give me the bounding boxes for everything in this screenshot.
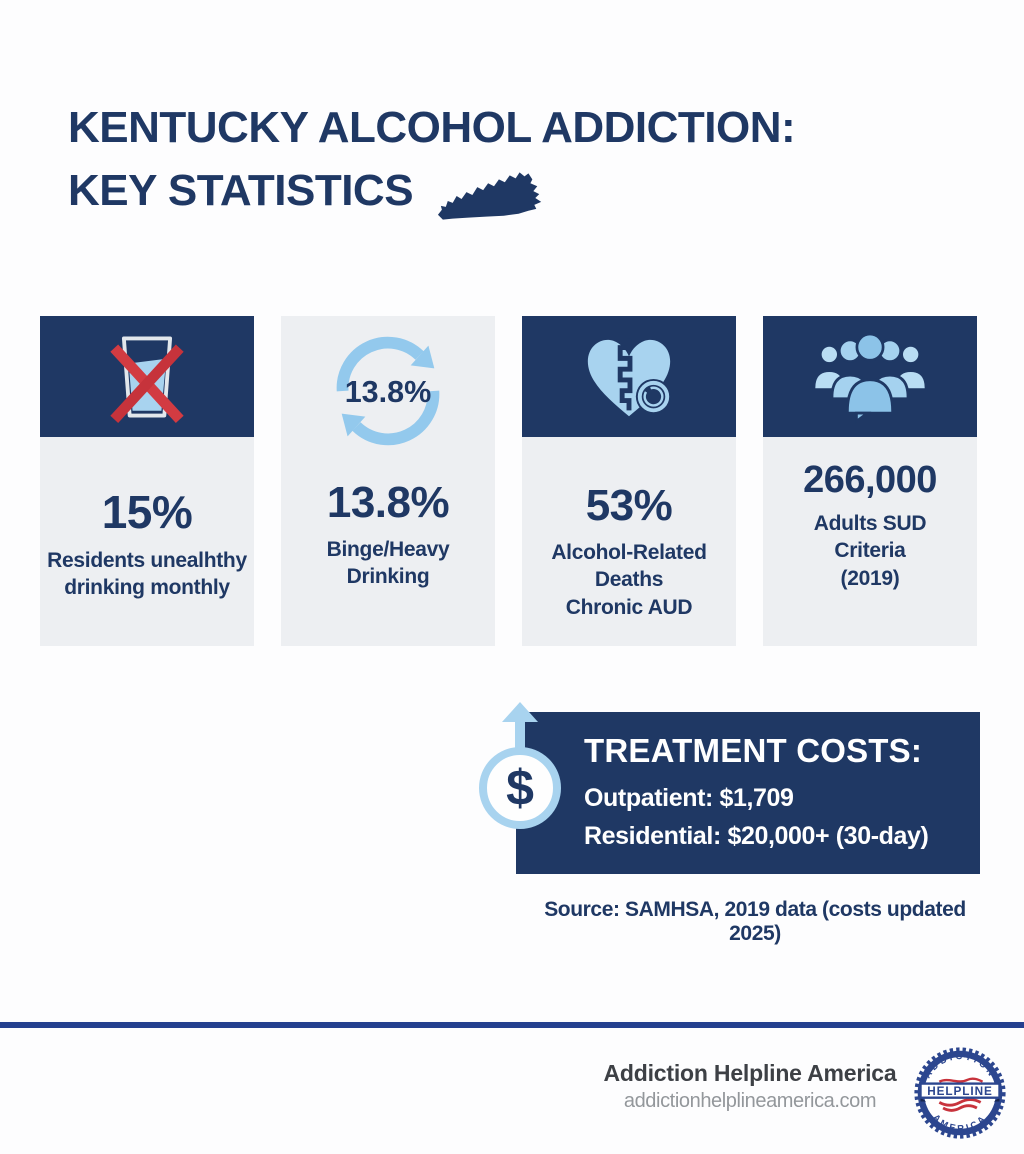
card-header bbox=[40, 316, 254, 437]
brand-website: addictionhelplineamerica.com bbox=[623, 1090, 877, 1112]
badge-text-middle: HELPLINE bbox=[927, 1085, 993, 1098]
treatment-heading: TREATMENT COSTS: bbox=[584, 732, 923, 769]
card-header bbox=[522, 316, 736, 437]
dollar-circle-icon: $ bbox=[472, 700, 568, 836]
stat-label: Binge/Heavy Drinking bbox=[326, 538, 450, 589]
stat-value: 53% bbox=[585, 481, 673, 530]
treatment-residential: Residential: $20,000+ (30-day) bbox=[584, 821, 929, 850]
stat-cards-row: 15% Residents unealhthy drinking monthly… bbox=[40, 316, 977, 646]
card-icon-area: 13.8% bbox=[281, 316, 495, 466]
stat-value: 266,000 bbox=[803, 459, 937, 501]
treatment-costs-box: $ TREATMENT COSTS: Outpatient: $1,709 Re… bbox=[479, 702, 980, 874]
source-citation: Source: SAMHSA, 2019 data (costs updated… bbox=[544, 898, 966, 945]
stat-card-unhealthy-drinking: 15% Residents unealhthy drinking monthly bbox=[40, 316, 254, 646]
treatment-lines: Outpatient: $1,709 Residential: $20,000+… bbox=[584, 780, 972, 855]
stat-value: 15% bbox=[101, 486, 193, 538]
stat-value: 13.8% bbox=[326, 478, 450, 527]
footer-brand-block: Addiction Helpline America addictionhelp… bbox=[570, 1060, 930, 1113]
stat-label: Adults SUD Criteria (2019) bbox=[813, 512, 927, 590]
cycle-icon-percentage: 13.8% bbox=[345, 375, 432, 409]
brand-name: Addiction Helpline America bbox=[603, 1060, 897, 1086]
kentucky-state-icon bbox=[437, 172, 542, 220]
stat-label: Residents unealhthy drinking monthly bbox=[47, 549, 247, 600]
stat-card-alcohol-deaths: 53% Alcohol-Related Deaths Chronic AUD bbox=[522, 316, 736, 646]
stat-card-binge-drinking: 13.8% 13.8% Binge/Heavy Drinking bbox=[281, 316, 495, 646]
footer-divider bbox=[0, 1022, 1024, 1028]
stat-card-adults-sud: 266,000 Adults SUD Criteria (2019) bbox=[763, 316, 977, 646]
people-group-icon bbox=[812, 332, 928, 424]
page-title: KENTUCKY ALCOHOL ADDICTION: KEY STATISTI… bbox=[68, 100, 796, 226]
treatment-outpatient: Outpatient: $1,709 bbox=[584, 784, 794, 812]
dollar-sign: $ bbox=[506, 760, 534, 816]
brand-seal-badge: ADDICTION HELPLINE AMERICA bbox=[912, 1046, 1008, 1140]
title-line-1: KENTUCKY ALCOHOL ADDICTION: bbox=[68, 103, 796, 152]
card-header bbox=[763, 316, 977, 437]
no-drinking-glass-icon bbox=[110, 336, 184, 423]
title-line-2: KEY STATISTICS bbox=[68, 166, 414, 216]
relapse-cycle-arrows-icon: 13.8% bbox=[336, 336, 440, 446]
stat-label: Alcohol-Related Deaths Chronic AUD bbox=[551, 541, 707, 619]
broken-heart-icon bbox=[587, 338, 672, 416]
